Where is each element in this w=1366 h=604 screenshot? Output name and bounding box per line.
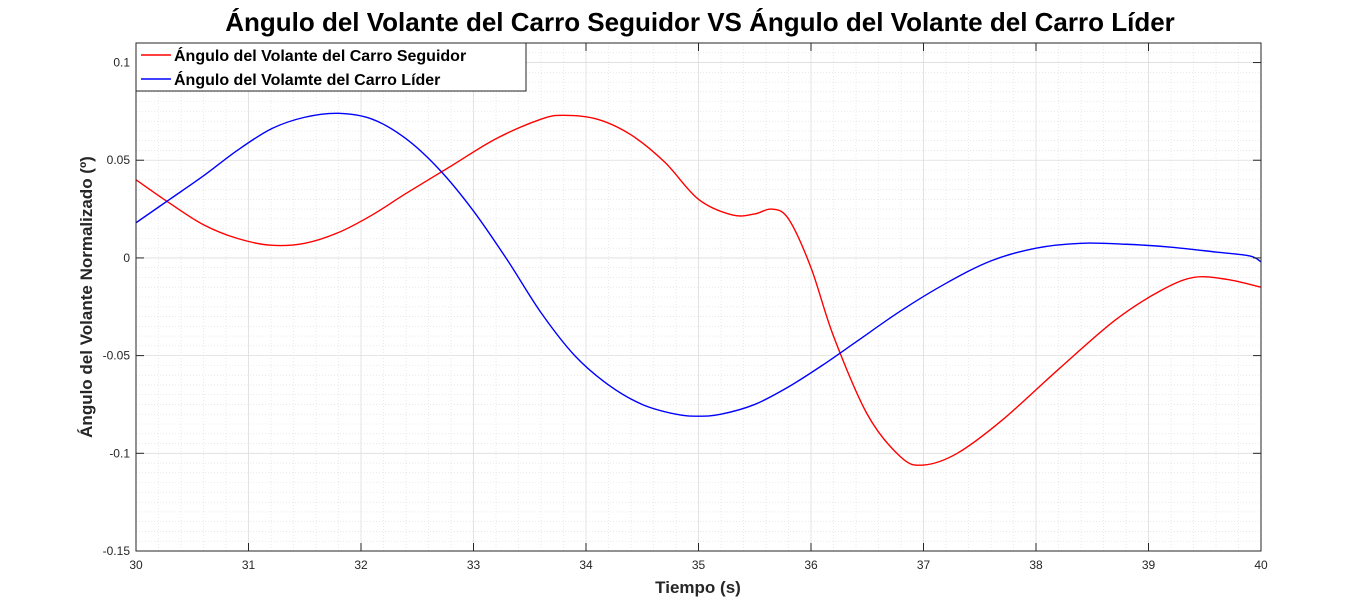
y-tick-label: -0.15 — [103, 544, 131, 558]
x-tick-label: 38 — [1029, 558, 1043, 572]
chart-title: Ángulo del Volante del Carro Seguidor VS… — [225, 7, 1175, 37]
x-tick-label: 39 — [1142, 558, 1156, 572]
y-tick-label: -0.1 — [109, 446, 130, 460]
x-tick-label: 36 — [804, 558, 818, 572]
y-tick-label: 0 — [123, 251, 130, 265]
x-tick-label: 37 — [917, 558, 931, 572]
legend-label-seguidor: Ángulo del Volante del Carro Seguidor — [174, 46, 466, 65]
y-tick-label: 0.05 — [107, 153, 131, 167]
legend-box — [135, 42, 527, 92]
x-tick-label: 35 — [692, 558, 706, 572]
x-tick-label: 31 — [242, 558, 256, 572]
y-tick-label: -0.05 — [103, 349, 131, 363]
x-tick-labels: 30 31 32 33 34 35 36 37 38 39 40 — [129, 558, 1268, 572]
y-tick-label: 0.1 — [113, 56, 130, 70]
x-tick-label: 30 — [129, 558, 143, 572]
x-tick-label: 40 — [1254, 558, 1268, 572]
series-layer — [136, 112, 1261, 466]
series-line-lider — [136, 112, 1261, 417]
legend-label-lider: Ángulo del Volamte del Carro Líder — [174, 70, 440, 89]
x-axis-label: Tiempo (s) — [655, 578, 741, 597]
x-tick-label: 33 — [467, 558, 481, 572]
y-tick-labels: -0.15 -0.1 -0.05 0 0.05 0.1 — [103, 56, 131, 558]
y-axis-label: Ángulo del Volante Normalizado (º) — [77, 156, 96, 438]
legend: Ángulo del Volante del Carro Seguidor Án… — [135, 42, 527, 92]
series-line-seguidor — [136, 114, 1261, 466]
x-tick-label: 32 — [354, 558, 368, 572]
x-tick-label: 34 — [579, 558, 593, 572]
